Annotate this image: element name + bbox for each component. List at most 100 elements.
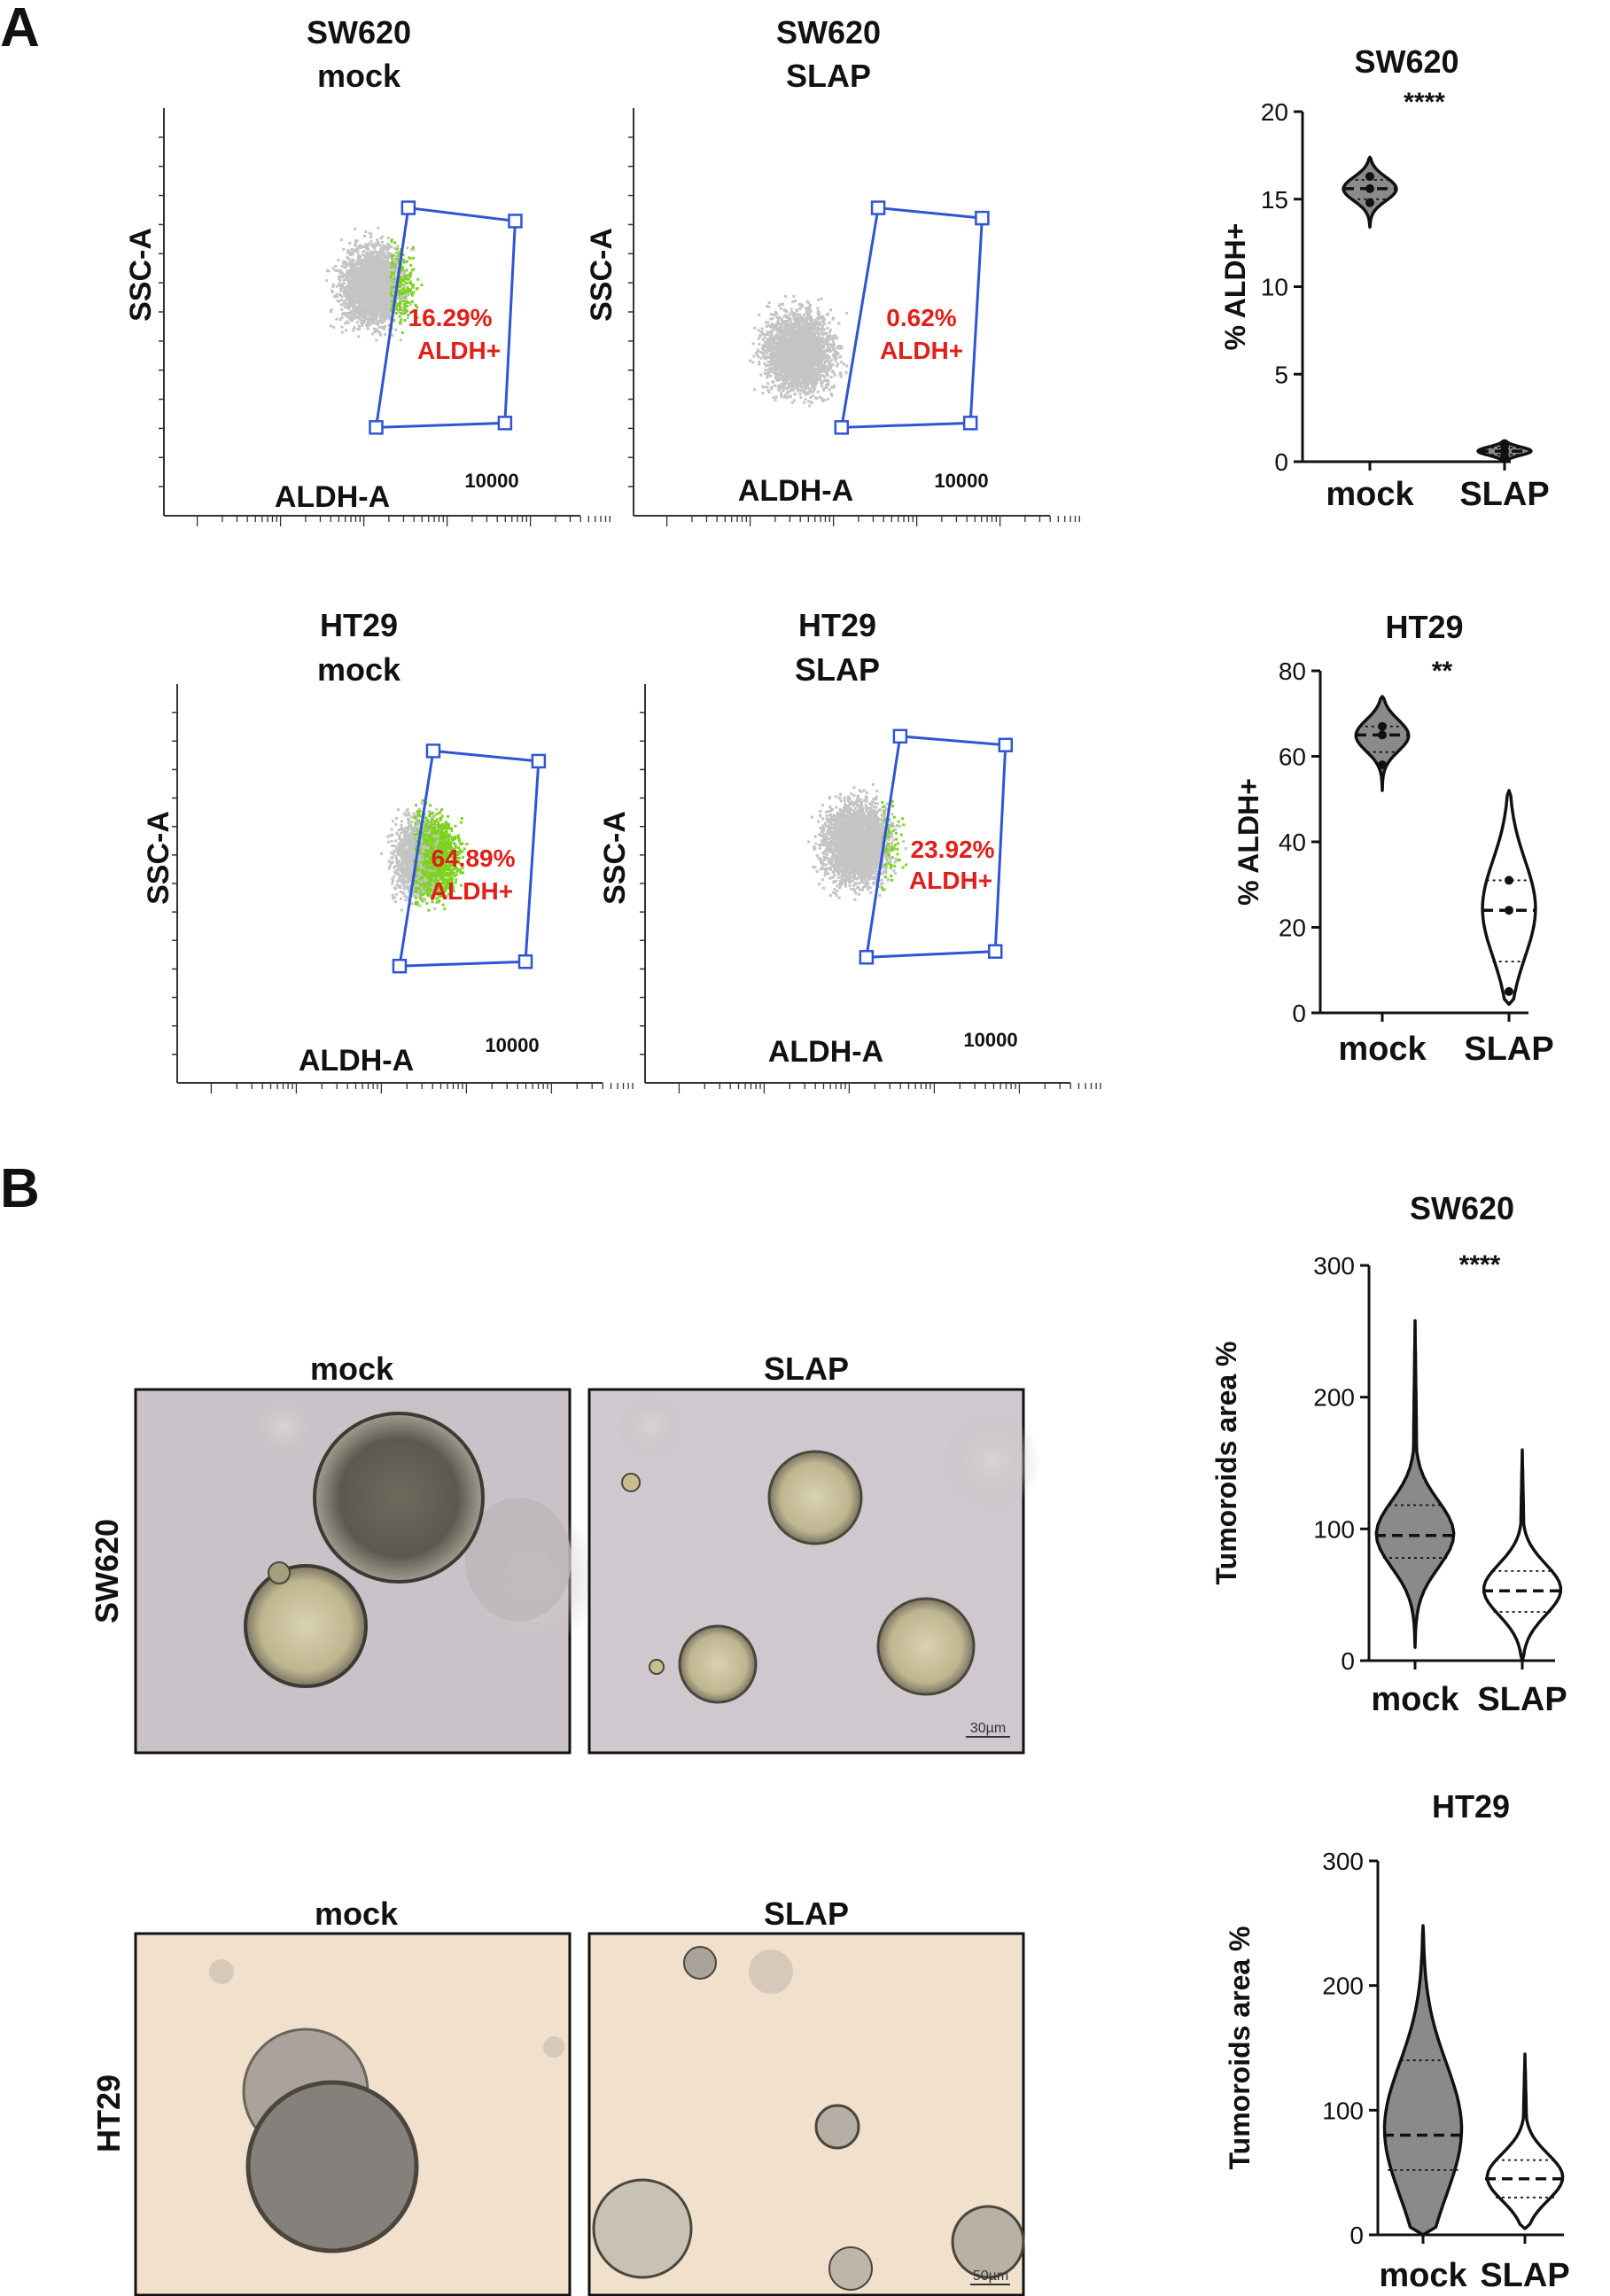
aldh-negative-event [786,390,789,393]
aldh-negative-event [357,281,361,284]
aldh-negative-event [380,325,384,329]
aldh-negative-event [801,320,805,323]
aldh-negative-event [826,313,829,316]
aldh-negative-event [805,391,809,394]
aldh-negative-event [381,274,385,277]
aldh-negative-event [384,274,387,277]
aldh-negative-event [805,300,809,303]
aldh-negative-event [789,313,792,316]
aldh-negative-event [356,251,360,254]
aldh-negative-event [376,255,379,259]
aldh-negative-event [751,342,755,346]
aldh-negative-event [354,307,358,311]
aldh-negative-event [828,343,831,346]
aldh-negative-event [828,355,831,359]
aldh-negative-event [363,305,367,308]
aldh-negative-event [818,332,821,336]
aldh-negative-event [396,251,400,254]
aldh-negative-event [365,288,369,292]
aldh-positive-event [403,277,407,281]
aldh-negative-event [388,264,392,268]
aldh-positive-event [397,308,401,312]
aldh-negative-event [372,308,376,312]
aldh-negative-event [820,379,823,383]
aldh-negative-event [782,315,786,318]
aldh-positive-event [397,258,401,261]
aldh-positive-event [416,316,419,320]
aldh-positive-event [399,282,402,285]
aldh-negative-event [385,282,388,285]
aldh-negative-event [380,263,384,267]
aldh-positive-event [399,302,402,306]
aldh-negative-event [356,276,360,280]
aldh-negative-event [356,328,360,331]
aldh-negative-event [829,349,833,353]
aldh-negative-event [347,250,351,253]
aldh-negative-event [384,307,387,310]
aldh-negative-event [829,392,833,395]
aldh-negative-event [822,345,826,348]
aldh-negative-event [369,255,372,259]
aldh-negative-event [363,234,367,237]
aldh-negative-event [777,344,781,347]
aldh-negative-event [771,330,774,333]
aldh-negative-event [376,280,379,284]
aldh-negative-event [387,243,391,246]
aldh-positive-event [390,239,393,243]
aldh-negative-event [806,353,810,356]
aldh-positive-event [399,276,402,280]
aldh-positive-event [408,301,411,305]
aldh-negative-event [401,307,405,310]
aldh-negative-event [775,353,779,356]
aldh-negative-event [788,394,791,398]
aldh-negative-event [362,264,366,268]
aldh-positive-event [398,292,401,296]
aldh-negative-event [364,292,368,296]
aldh-negative-event [821,350,825,354]
aldh-negative-event [774,384,777,387]
aldh-negative-event [384,291,387,294]
aldh-negative-event [777,318,781,322]
aldh-negative-event [369,269,372,273]
aldh-negative-event [340,316,344,320]
aldh-negative-event [351,305,354,308]
aldh-negative-event [353,271,356,275]
aldh-negative-event [374,300,377,304]
aldh-negative-event [360,321,363,324]
aldh-positive-event [406,309,409,313]
aldh-negative-event [372,272,376,276]
aldh-negative-event [369,293,372,297]
aldh-negative-event [758,334,762,338]
aldh-negative-event [336,295,339,299]
aldh-negative-event [785,322,789,325]
aldh-negative-event [820,315,823,319]
aldh-negative-event [381,269,385,272]
aldh-positive-event [401,279,405,283]
aldh-negative-event [360,307,363,311]
aldh-positive-event [389,293,393,297]
aldh-positive-event [390,299,393,302]
aldh-negative-event [839,345,843,348]
aldh-negative-event [338,284,341,287]
aldh-negative-event [351,292,354,296]
aldh-positive-event [393,241,397,245]
aldh-negative-event [798,362,802,365]
aldh-negative-event [383,271,386,275]
aldh-negative-event [366,322,369,325]
aldh-negative-event [344,322,347,325]
aldh-negative-event [823,399,827,402]
aldh-negative-event [809,396,813,400]
aldh-negative-event [780,371,783,375]
aldh-negative-event [356,258,360,261]
aldh-negative-event [369,280,373,284]
aldh-negative-event [757,337,760,340]
aldh-negative-event [823,356,827,360]
aldh-negative-event [372,263,376,267]
aldh-negative-event [806,380,810,384]
aldh-negative-event [395,269,399,272]
aldh-negative-event [371,253,375,257]
aldh-negative-event [366,284,369,288]
aldh-negative-event [362,260,365,263]
aldh-negative-event [375,295,378,299]
aldh-negative-event [399,271,402,275]
